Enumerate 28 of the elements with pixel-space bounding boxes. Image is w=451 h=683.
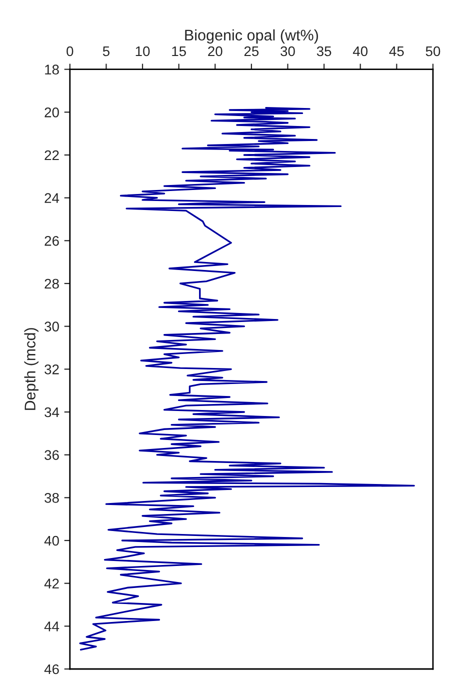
y-axis-title: Depth (mcd) [24,328,38,410]
y-tick-label: 42 [44,578,59,588]
y-tick-label: 26 [44,236,59,246]
x-tick-label: 25 [244,46,259,56]
x-tick-label: 50 [426,46,440,56]
y-tick-label: 34 [44,407,60,418]
x-tick-label: 15 [172,46,186,56]
x-axis-title: Biogenic opal (wt%) [185,29,318,44]
y-tick-label: 18 [45,64,59,74]
x-tick-label: 10 [136,46,150,56]
y-tick-label: 46 [44,664,59,674]
y-tick-label: 36 [44,450,59,460]
x-tick-label: 20 [208,46,222,56]
y-tick-label: 44 [44,622,60,632]
y-tick-label: 24 [44,193,60,203]
y-tick-label: 40 [44,536,59,546]
x-tick-label: 30 [280,46,295,56]
x-tick-label: 45 [389,46,404,56]
y-tick-label: 38 [44,492,59,503]
x-tick-label: 5 [102,46,110,56]
x-tick-label: 0 [66,46,74,56]
y-tick-label: 30 [44,322,59,332]
x-tick-label: 35 [316,46,332,56]
y-tick-label: 32 [44,364,59,374]
y-tick-label: 22 [44,150,59,160]
y-tick-label: 28 [44,278,59,289]
y-tick-label: 20 [44,107,59,118]
x-tick-label: 40 [352,46,368,56]
